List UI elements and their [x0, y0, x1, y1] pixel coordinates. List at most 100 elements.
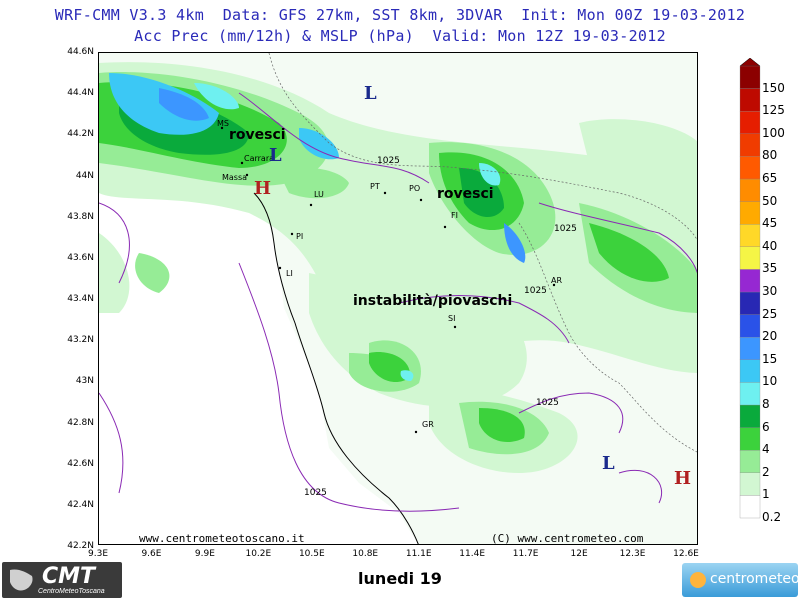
colorbar-level-label: 2	[762, 464, 770, 479]
isobar-label: 1025	[377, 156, 400, 166]
isobar-label: 1025	[524, 286, 547, 296]
colorbar-swatch	[739, 201, 761, 225]
watermark-left: www.centrometeotoscano.it	[139, 532, 305, 545]
colorbar-level-label: 100	[762, 125, 785, 140]
colorbar-level-label: 50	[762, 193, 778, 208]
colorbar-level-label: 25	[762, 306, 778, 321]
colorbar-swatch	[739, 269, 761, 293]
cmt-logo-text: CMT	[42, 564, 96, 589]
latitude-tick-label: 42.2N	[67, 541, 94, 551]
centrometeo-logo: centrometeo	[682, 563, 800, 597]
longitude-tick-label: 9.3E	[88, 549, 108, 559]
longitude-tick-label: 10.2E	[245, 549, 272, 559]
colorbar-level-label: 125	[762, 103, 785, 118]
longitude-tick-label: 11.7E	[512, 549, 539, 559]
pressure-center-low: L	[602, 453, 615, 474]
city-label: GR	[422, 420, 434, 429]
colorbar-swatch	[739, 382, 761, 406]
annotation-instabilita: instabilità/piovaschi	[353, 293, 512, 309]
longitude-tick-label: 12E	[570, 549, 588, 559]
colorbar-swatch	[739, 359, 761, 383]
latitude-tick-label: 44.2N	[67, 129, 94, 140]
city-label: PT	[370, 182, 380, 191]
city-label: FI	[451, 211, 458, 220]
footer-title: lunedi 19	[358, 569, 442, 588]
longitude-tick-label: 11.4E	[459, 549, 486, 559]
pressure-center-high: H	[254, 178, 271, 199]
colorbar-swatch	[739, 337, 761, 360]
colorbar-swatch	[739, 224, 761, 247]
colorbar-level-label: 150	[762, 80, 785, 95]
annotation-rovesci: rovesci	[437, 186, 494, 202]
city-label: PO	[409, 184, 420, 193]
colorbar-swatch	[739, 404, 761, 428]
colorbar-swatch	[739, 291, 761, 315]
cmt-logo: CMT CentroMeteoToscana	[2, 562, 122, 598]
colorbar-swatch	[739, 495, 761, 519]
longitude-tick-label: 12.6E	[673, 549, 699, 559]
city-label: LU	[314, 190, 324, 199]
colorbar-swatch	[739, 450, 761, 473]
latitude-tick-label: 44.6N	[67, 47, 94, 57]
colorbar-level-label: 65	[762, 171, 778, 185]
city-label: Massa	[222, 173, 247, 182]
latitude-tick-label: 44N	[75, 170, 94, 181]
colorbar-level-label: 10	[762, 374, 778, 389]
colorbar	[739, 58, 761, 519]
latitude-tick-label: 42.8N	[67, 417, 94, 428]
city-label: Carrara	[244, 154, 274, 163]
city-label: SI	[448, 314, 455, 323]
colorbar-swatch	[739, 111, 761, 134]
colorbar-swatch	[739, 88, 761, 112]
colorbar-level-label: 40	[762, 238, 778, 253]
isobar-label: 1025	[304, 488, 327, 498]
longitude-tick-label: 10.8E	[352, 549, 379, 559]
colorbar-level-label: 20	[762, 329, 778, 344]
longitude-tick-label: 12.3E	[619, 549, 646, 559]
centrometeo-logo-text: centrometeo	[710, 571, 800, 587]
colorbar-arrow	[739, 58, 761, 67]
cmt-logo-subtext: CentroMeteoToscana	[38, 588, 105, 595]
pressure-center-low: L	[364, 83, 377, 104]
latitude-tick-label: 43.8N	[67, 211, 94, 222]
colorbar-swatch	[739, 472, 761, 496]
latitude-tick-label: 43.4N	[67, 294, 94, 304]
latitude-tick-label: 42.4N	[67, 499, 94, 510]
colorbar-level-label: 15	[762, 351, 778, 366]
latitude-tick-label: 43N	[75, 376, 94, 387]
colorbar-swatch	[739, 178, 761, 202]
precipitation-map: 1025 1025 1025 1025 1025 MS Carrara Mass…	[98, 52, 698, 545]
annotation-rovesci: rovesci	[229, 127, 286, 143]
colorbar-level-label: 4	[762, 442, 770, 457]
map-svg: 1025 1025 1025 1025 1025 MS Carrara Mass…	[99, 53, 697, 545]
colorbar-level-label: 0.2	[762, 510, 782, 524]
colorbar-level-label: 35	[762, 261, 778, 276]
latitude-tick-label: 42.6N	[67, 458, 94, 469]
isobar-label: 1025	[536, 398, 559, 408]
colorbar-swatch	[739, 246, 761, 270]
colorbar-swatch	[739, 133, 761, 157]
latitude-tick-label: 43.6N	[67, 252, 94, 263]
longitude-tick-label: 9.9E	[194, 549, 215, 559]
longitude-tick-label: 11.1E	[405, 549, 432, 559]
city-label: PI	[296, 232, 303, 241]
watermark-right: (C) www.centrometeo.com	[491, 532, 644, 545]
pressure-center-high: H	[674, 468, 691, 489]
sun-icon	[690, 572, 706, 588]
colorbar-level-label: 45	[762, 216, 778, 231]
isobar-label: 1025	[554, 224, 577, 234]
pressure-center-low: L	[269, 145, 282, 166]
longitude-tick-label: 10.5E	[298, 549, 325, 559]
latitude-tick-label: 43.2N	[67, 335, 94, 346]
colorbar-level-label: 8	[762, 397, 770, 411]
header-line-2: Acc Prec (mm/12h) & MSLP (hPa) Valid: Mo…	[134, 27, 666, 45]
latitude-tick-label: 44.4N	[67, 88, 94, 99]
colorbar-swatch	[739, 427, 761, 451]
tuscany-silhouette-icon	[10, 569, 33, 591]
city-label: MS	[217, 119, 229, 128]
longitude-tick-label: 9.6E	[141, 549, 162, 559]
colorbar-level-label: 80	[762, 148, 778, 163]
colorbar-swatch	[739, 65, 761, 89]
colorbar-level-label: 30	[762, 284, 778, 298]
header-line-1: WRF-CMM V3.3 4km Data: GFS 27km, SST 8km…	[54, 6, 746, 24]
